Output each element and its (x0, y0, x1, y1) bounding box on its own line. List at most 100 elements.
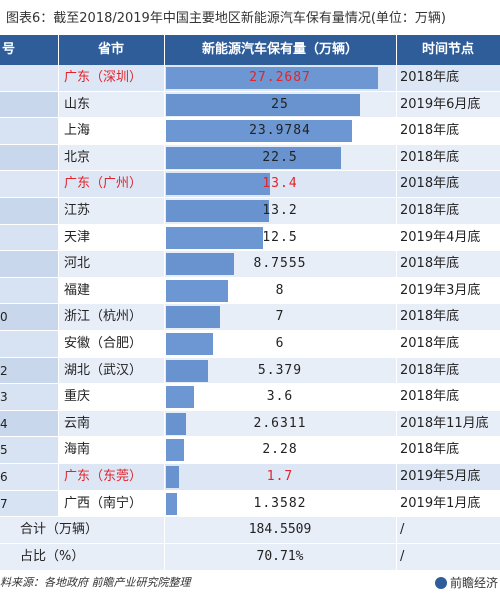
table-row: 4 云南 2.6311 2018年11月底 (0, 410, 500, 438)
value-bar (166, 359, 208, 382)
row-index: 7 (0, 496, 8, 511)
header-value: 新能源汽车保有量（万辆） (201, 42, 358, 57)
row-index: 3 (0, 390, 8, 405)
row-region: 安徽（合肥） (64, 336, 143, 351)
row-region: 重庆 (64, 389, 91, 405)
row-time: 2018年11月底 (400, 415, 489, 431)
row-value: 1.3582 (253, 495, 307, 511)
header-index: 号 (2, 42, 16, 57)
row-region: 海南 (64, 442, 91, 458)
table-row: 3 重庆 3.6 2018年底 (0, 384, 500, 411)
summary-label: 占比（%） (20, 549, 85, 565)
table-row: 北京 22.5 2018年底 (0, 144, 500, 172)
value-bar (166, 120, 353, 143)
table-row: 天津 12.5 2019年4月底 (0, 224, 500, 252)
row-time: 2019年3月底 (400, 282, 481, 298)
row-index: 6 (0, 470, 8, 484)
value-bar (166, 439, 184, 462)
row-value: 7 (275, 309, 285, 325)
table-row: 河北 8.7555 2018年底 (0, 251, 500, 278)
value-bar (166, 279, 229, 302)
row-region: 湖北（武汉） (64, 362, 143, 378)
row-index (0, 225, 8, 251)
row-value: 3.6 (266, 389, 294, 405)
row-index: 4 (0, 416, 8, 431)
chart-title: 图表6：截至2018/2019年中国主要地区新能源汽车保有量情况(单位：万辆) (6, 11, 446, 26)
row-value: 8.7555 (253, 256, 307, 272)
row-region: 广西（南宁） (64, 495, 143, 511)
table-row: 2 湖北（武汉） 5.379 2018年底 (0, 357, 500, 385)
row-index (0, 118, 8, 144)
summary-label: 合计（万辆） (20, 522, 99, 538)
table-row: 7 广西（南宁） 1.3582 2019年1月底 (0, 490, 500, 518)
row-index (0, 145, 8, 171)
row-index (0, 198, 8, 224)
summary-time: / (400, 522, 405, 538)
row-time: 2018年底 (400, 256, 460, 272)
summary-time: / (400, 549, 405, 565)
table-row: 5 海南 2.28 2018年底 (0, 437, 500, 464)
summary-row: 合计（万辆） 184.5509 / (0, 517, 500, 545)
value-bar (166, 306, 221, 329)
value-bar (166, 93, 361, 116)
row-index: 2 (0, 363, 8, 378)
row-index (0, 92, 8, 118)
value-bar (166, 146, 341, 169)
row-value: 8 (275, 282, 285, 298)
row-time: 2019年4月底 (400, 229, 481, 245)
row-value: 12.5 (262, 229, 298, 245)
row-value: 22.5 (262, 149, 298, 165)
row-region: 河北 (64, 256, 91, 272)
header-province: 省市 (97, 42, 124, 57)
row-region: 云南 (64, 415, 91, 431)
row-index (0, 171, 8, 197)
row-time: 2019年1月底 (400, 495, 481, 511)
source-note: 料来源：各地政府 前瞻产业研究院整理 (0, 576, 191, 589)
summary-row: 占比（%） 70.71% / (0, 544, 500, 572)
row-region: 上海 (64, 123, 91, 139)
value-bar (166, 200, 269, 222)
value-bar (166, 333, 213, 355)
row-time: 2018年底 (400, 309, 460, 325)
table-row: 广东（广州） 13.4 2018年底 (0, 171, 500, 198)
brand-logo-icon (434, 577, 447, 589)
row-index (0, 65, 8, 91)
table-row: 6 广东（东莞） 1.7 2019年5月底 (0, 464, 500, 491)
row-value: 13.4 (262, 176, 298, 192)
row-value: 27.2687 (249, 70, 311, 85)
row-time: 2018年底 (400, 389, 460, 405)
table-row: 福建 8 2019年3月底 (0, 277, 500, 305)
row-region: 山东 (64, 96, 91, 112)
row-region: 江苏 (64, 203, 91, 218)
value-bar (166, 226, 264, 249)
table-row: 山东 25 2019年6月底 (0, 91, 500, 119)
row-index: 0 (0, 310, 8, 325)
table-row: 江苏 13.2 2018年底 (0, 198, 500, 225)
row-time: 2018年底 (400, 176, 460, 192)
row-index: 5 (0, 443, 8, 458)
row-value: 2.28 (262, 442, 298, 458)
row-index (0, 278, 8, 304)
row-time: 2018年底 (400, 70, 460, 85)
row-region: 广东（东莞） (64, 469, 143, 484)
row-region: 浙江（杭州） (64, 309, 143, 325)
row-region: 广东（广州） (64, 176, 143, 192)
value-bar (166, 173, 271, 196)
value-bar (166, 412, 187, 435)
summary-value: 70.71% (256, 549, 304, 565)
row-value: 5.379 (257, 362, 303, 378)
table-header: 号 省市 新能源汽车保有量（万辆） 时间节点 (0, 35, 500, 65)
row-value: 25 (271, 96, 289, 112)
table-row: 上海 23.9784 2018年底 (0, 118, 500, 145)
row-value: 6 (275, 336, 285, 351)
row-time: 2019年5月底 (400, 469, 481, 484)
row-time: 2019年6月底 (400, 96, 481, 112)
value-bar (166, 67, 378, 89)
value-bar (166, 492, 177, 515)
row-time: 2018年底 (400, 123, 460, 139)
row-region: 天津 (64, 229, 91, 245)
row-value: 23.9784 (249, 123, 311, 139)
table-row: 广东（深圳） 27.2687 2018年底 (0, 65, 500, 92)
row-time: 2018年底 (400, 149, 460, 165)
value-bar (166, 253, 235, 276)
